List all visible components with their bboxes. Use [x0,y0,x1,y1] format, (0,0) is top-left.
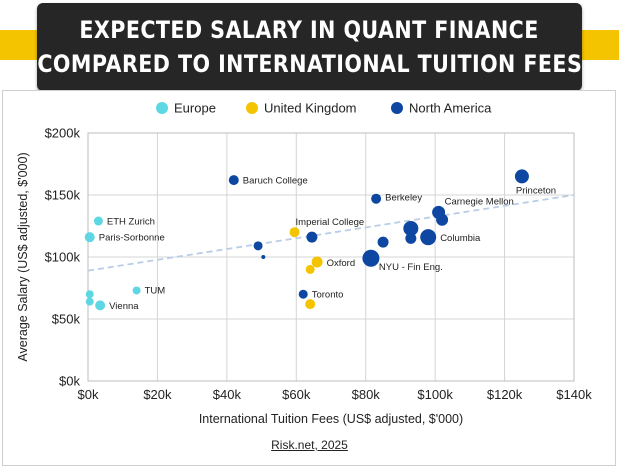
data-label: Princeton [516,185,556,196]
data-label: Carnegie Mellon [445,196,514,207]
trendline [87,194,575,272]
data-point [84,232,95,243]
data-point [311,256,323,268]
x-tick-label: $100k [417,387,453,402]
y-tick-label: $100k [45,250,81,265]
x-tick-label: $120k [487,387,523,402]
legend-marker [156,102,168,114]
legend-marker [391,102,403,114]
data-point [95,300,106,311]
data-label: Paris-Sorbonne [99,233,165,244]
data-point [261,255,266,259]
data-label: Toronto [312,290,344,301]
x-tick-label: $140k [556,387,592,402]
legend-label: United Kingdom [264,101,357,116]
x-tick-label: $0k [78,387,99,402]
data-point [362,249,380,267]
data-point [85,297,94,306]
data-label: Vienna [109,301,139,312]
y-tick-label: $0k [59,374,80,389]
data-point [253,241,263,251]
x-tick-label: $40k [213,387,242,402]
data-point [85,290,94,299]
plot-area [87,132,575,382]
x-tick-label: $20k [143,387,172,402]
data-point [298,289,308,299]
x-tick-label: $80k [352,387,381,402]
x-tick-label: $60k [282,387,311,402]
y-tick-label: $200k [45,126,81,141]
legend-marker [246,102,258,114]
chart-panel [2,90,616,466]
data-point [403,220,419,236]
data-point [371,193,382,204]
source-link[interactable]: Risk.net, 2025 [271,438,348,452]
data-point [377,236,389,248]
y-tick-label: $150k [45,188,81,203]
y-tick-label: $50k [52,312,81,327]
data-point [305,264,315,274]
data-label: Columbia [440,233,481,244]
data-point [306,231,318,243]
data-point [289,227,300,238]
data-label: Oxford [327,258,356,269]
y-axis-title: Average Salary (US$ adjusted, $'000) [16,152,30,361]
data-point [405,232,417,244]
data-point [93,216,103,226]
data-point [305,299,316,310]
title-box: EXPECTED SALARY IN QUANT FINANCE COMPARE… [37,3,582,91]
data-point [132,286,141,295]
data-point [420,229,437,246]
data-label: Berkeley [385,193,422,204]
data-point [514,169,529,184]
title-line-1: EXPECTED SALARY IN QUANT FINANCE [79,16,540,44]
data-label: ETH Zurich [107,217,155,228]
data-point [228,175,239,186]
data-label: NYU - Fin Eng. [379,262,443,273]
legend-label: North America [409,101,492,116]
data-label: Imperial College [296,217,365,228]
data-point [436,213,449,226]
legend-label: Europe [174,101,216,116]
x-axis-title: International Tuition Fees (US$ adjusted… [199,412,463,426]
data-label: TUM [145,285,166,296]
title-line-2: COMPARED TO INTERNATIONAL TUITION FEES [37,50,582,78]
data-label: Baruch College [243,176,308,187]
